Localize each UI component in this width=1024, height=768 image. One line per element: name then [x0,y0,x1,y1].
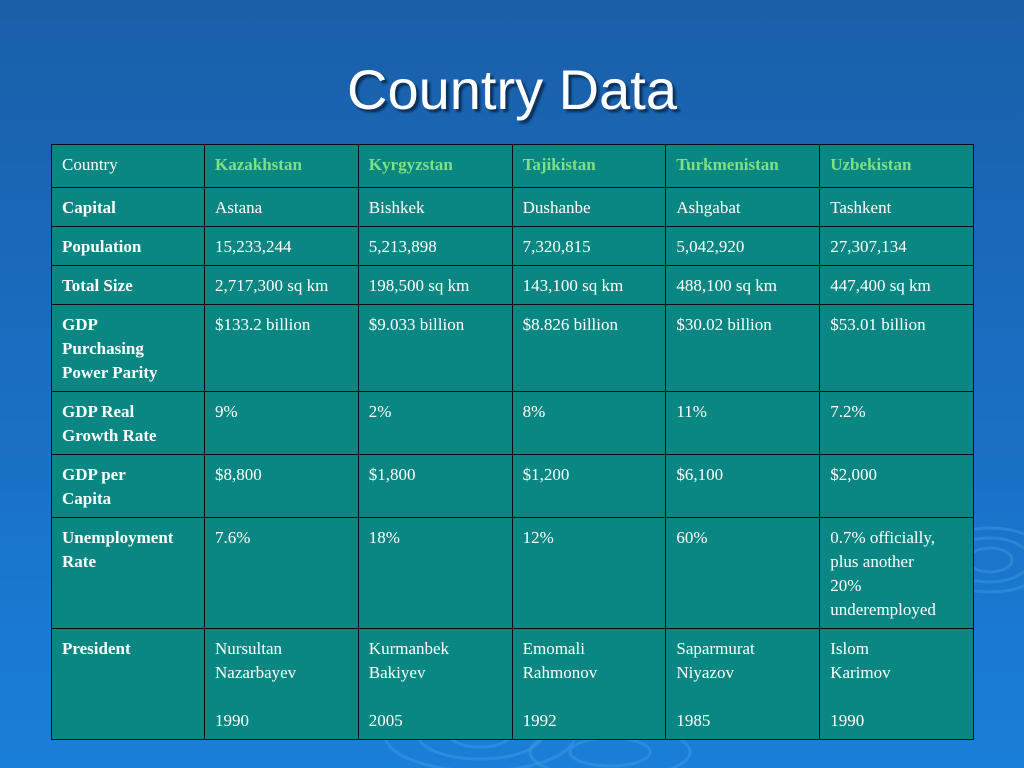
table-cell: $8,800 [204,454,359,518]
table-cell: 15,233,244 [204,226,359,266]
slide-title: Country Data [347,58,677,121]
table-cell: 488,100 sq km [665,265,821,305]
table-row-gdp-growth: GDP Real Growth Rate 9% 2% 8% 11% 7.2% [51,391,974,455]
row-label: Unemployment Rate [51,517,205,629]
table-cell: 7.6% [204,517,359,629]
table-cell: 8% [511,391,667,455]
header-cell-turkmenistan: Turkmenistan [665,144,821,188]
header-cell-kazakhstan: Kazakhstan [204,144,359,188]
table-cell: 198,500 sq km [357,265,513,305]
table-header-row: Country Kazakhstan Kyrgyzstan Tajikistan… [51,144,974,188]
row-label: GDP Purchasing Power Parity [51,304,205,392]
table-row-unemployment: Unemployment Rate 7.6% 18% 12% 60% 0.7% … [51,517,974,629]
row-label: President [51,628,205,740]
table-cell: 9% [204,391,359,455]
table-cell: Tashkent [819,187,974,227]
table-cell: 7,320,815 [511,226,667,266]
table-row-total-size: Total Size 2,717,300 sq km 198,500 sq km… [51,265,974,305]
table-row-gdp-ppp: GDP Purchasing Power Parity $133.2 billi… [51,304,974,392]
table-cell: Saparmurat Niyazov 1985 [665,628,821,740]
row-label: Total Size [51,265,205,305]
table-cell: 18% [357,517,513,629]
table-cell: 12% [511,517,667,629]
table-cell: Bishkek [357,187,513,227]
table-cell: $30.02 billion [665,304,821,392]
table-row-gdp-per-capita: GDP per Capita $8,800 $1,800 $1,200 $6,1… [51,454,974,518]
table-cell: 2,717,300 sq km [204,265,359,305]
table-cell: 5,042,920 [665,226,821,266]
table-cell: Ashgabat [665,187,821,227]
country-data-table: Country Kazakhstan Kyrgyzstan Tajikistan… [51,144,974,740]
table-cell: Islom Karimov 1990 [819,628,974,740]
table-cell: Emomali Rahmonov 1992 [511,628,667,740]
table-cell: $133.2 billion [204,304,359,392]
row-label: GDP Real Growth Rate [51,391,205,455]
table-cell: Nursultan Nazarbayev 1990 [204,628,359,740]
table-cell: 7.2% [819,391,974,455]
header-cell-kyrgyzstan: Kyrgyzstan [357,144,513,188]
table-row-population: Population 15,233,244 5,213,898 7,320,81… [51,226,974,266]
table-row-president: President Nursultan Nazarbayev 1990 Kurm… [51,628,974,740]
table-row-capital: Capital Astana Bishkek Dushanbe Ashgabat… [51,187,974,227]
table-cell: Kurmanbek Bakiyev 2005 [357,628,513,740]
table-cell: Astana [204,187,359,227]
table-cell: $9.033 billion [357,304,513,392]
table-cell: 11% [665,391,821,455]
header-cell-country: Country [51,144,205,188]
table-cell: $53.01 billion [819,304,974,392]
row-label: Population [51,226,205,266]
table-cell: 447,400 sq km [819,265,974,305]
table-cell: 60% [665,517,821,629]
table-cell: 5,213,898 [357,226,513,266]
table-cell: 27,307,134 [819,226,974,266]
row-label: GDP per Capita [51,454,205,518]
table-cell: Dushanbe [511,187,667,227]
table-cell: 143,100 sq km [511,265,667,305]
table-cell: $1,800 [357,454,513,518]
table-cell: $6,100 [665,454,821,518]
header-cell-tajikistan: Tajikistan [511,144,667,188]
table-cell: 2% [357,391,513,455]
table-cell: $8.826 billion [511,304,667,392]
table-cell: $1,200 [511,454,667,518]
table-cell: 0.7% officially, plus another 20% undere… [819,517,974,629]
row-label: Capital [51,187,205,227]
table-cell: $2,000 [819,454,974,518]
header-cell-uzbekistan: Uzbekistan [819,144,974,188]
